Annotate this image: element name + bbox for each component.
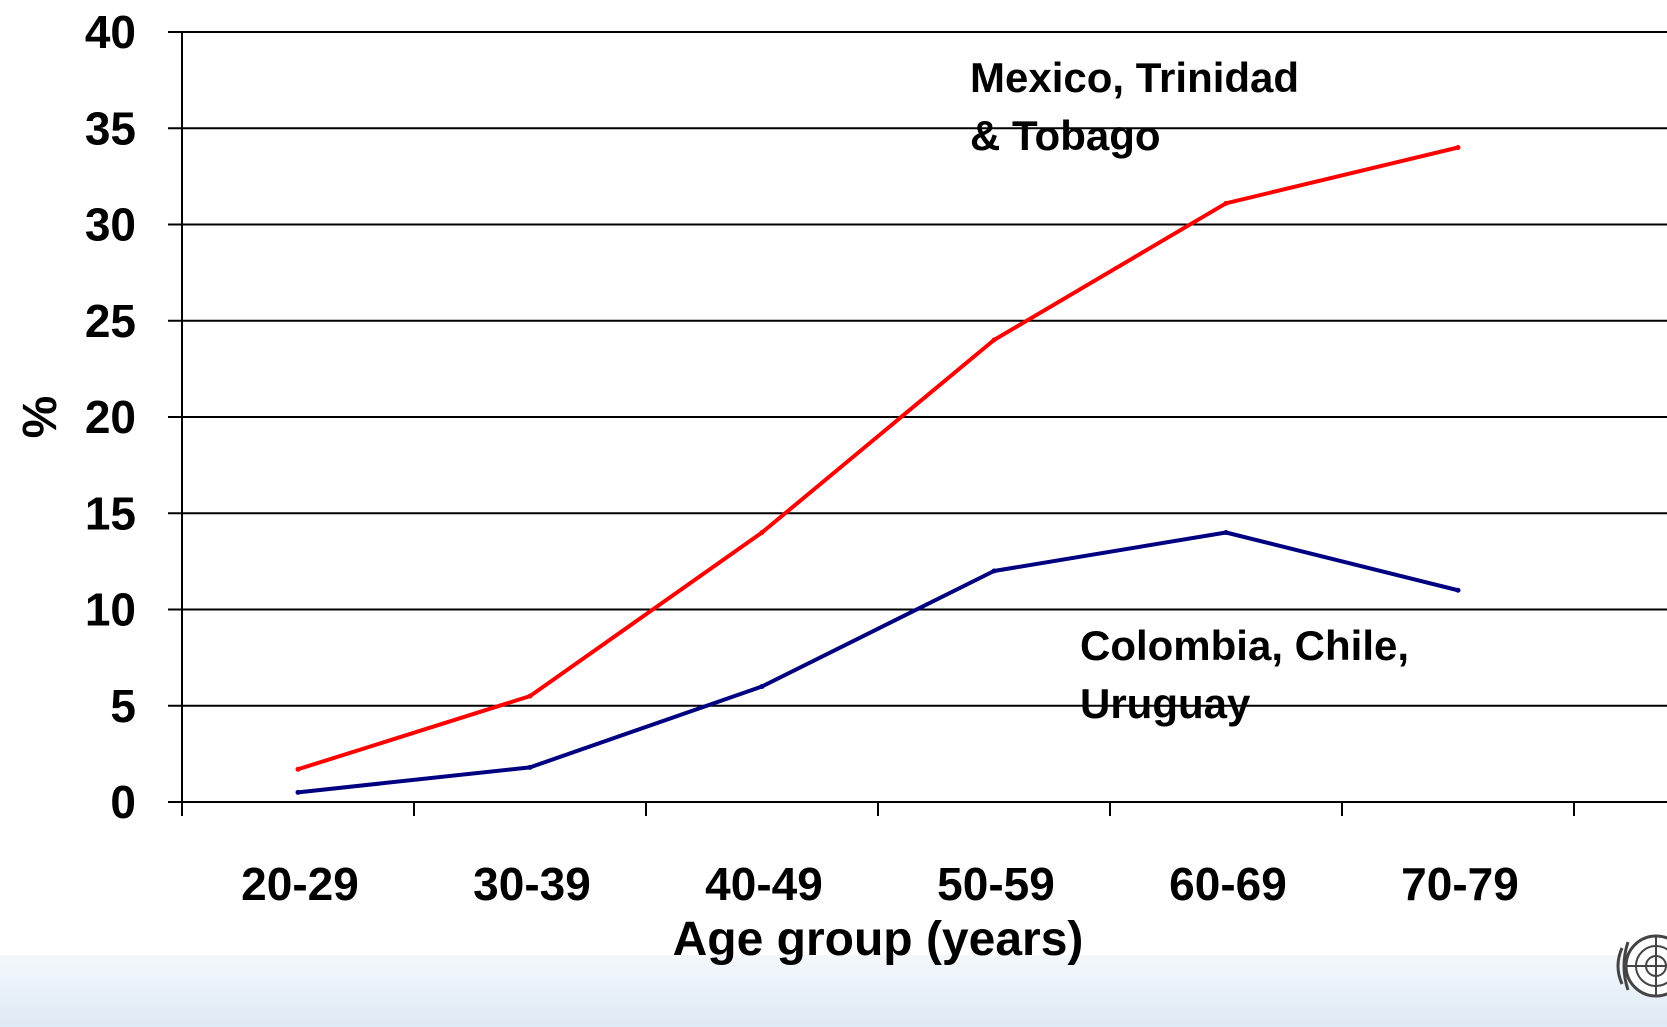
data-point: [1223, 200, 1229, 206]
un-emblem-icon: [1616, 934, 1667, 998]
x-tick-label: 20-29: [241, 858, 359, 910]
data-point: [759, 530, 765, 535]
x-tick-label: 50-59: [937, 858, 1055, 910]
bottom-band: [0, 955, 1667, 1027]
y-tick-label: 25: [85, 295, 136, 347]
y-tick-label: 5: [110, 680, 136, 732]
y-tick-label: 35: [85, 102, 136, 154]
series-annotations: Mexico, Trinidad & Tobago Colombia, Chile,…: [970, 54, 1409, 727]
x-tick-label: 70-79: [1401, 858, 1519, 910]
y-tick-label: 20: [85, 391, 136, 443]
x-tick-label: 40-49: [705, 858, 823, 910]
y-tick-label: 40: [85, 6, 136, 58]
y-tick-label: 0: [110, 776, 136, 828]
x-tick-labels: 20-29 30-39 40-49 50-59 60-69 70-79: [241, 858, 1519, 910]
series-annotation-1: Colombia, Chile, Uruguay: [1080, 622, 1409, 727]
y-axis-title: %: [14, 396, 67, 439]
series-annotation-0: Mexico, Trinidad & Tobago: [970, 54, 1299, 159]
y-tick-labels: 0 5 10 15 20 25 30 35 40: [85, 6, 136, 828]
data-point: [295, 766, 301, 772]
data-point: [991, 568, 997, 574]
data-point: [1455, 145, 1461, 150]
series-annotation-line: & Tobago: [970, 112, 1161, 159]
data-point: [759, 684, 765, 689]
data-point: [527, 693, 533, 699]
series-line-1: [297, 530, 1459, 795]
data-point: [295, 789, 301, 795]
series-annotation-line: Uruguay: [1080, 680, 1251, 727]
series-annotation-line: Colombia, Chile,: [1080, 622, 1409, 669]
series-line-0: [297, 145, 1459, 772]
y-tick-label: 15: [85, 487, 136, 539]
x-axis-title: Age group (years): [673, 913, 1084, 966]
data-point: [991, 337, 997, 343]
y-tick-label: 10: [85, 584, 136, 636]
data-point: [1455, 587, 1461, 593]
axes: [168, 31, 1667, 816]
x-tick-label: 30-39: [473, 858, 591, 910]
series-annotation-line: Mexico, Trinidad: [970, 54, 1299, 101]
data-point: [527, 764, 533, 770]
y-tick-label: 30: [85, 199, 136, 251]
gridlines: [182, 31, 1667, 707]
x-tick-label: 60-69: [1169, 858, 1287, 910]
data-point: [1223, 530, 1229, 535]
series-layer: [295, 145, 1461, 795]
